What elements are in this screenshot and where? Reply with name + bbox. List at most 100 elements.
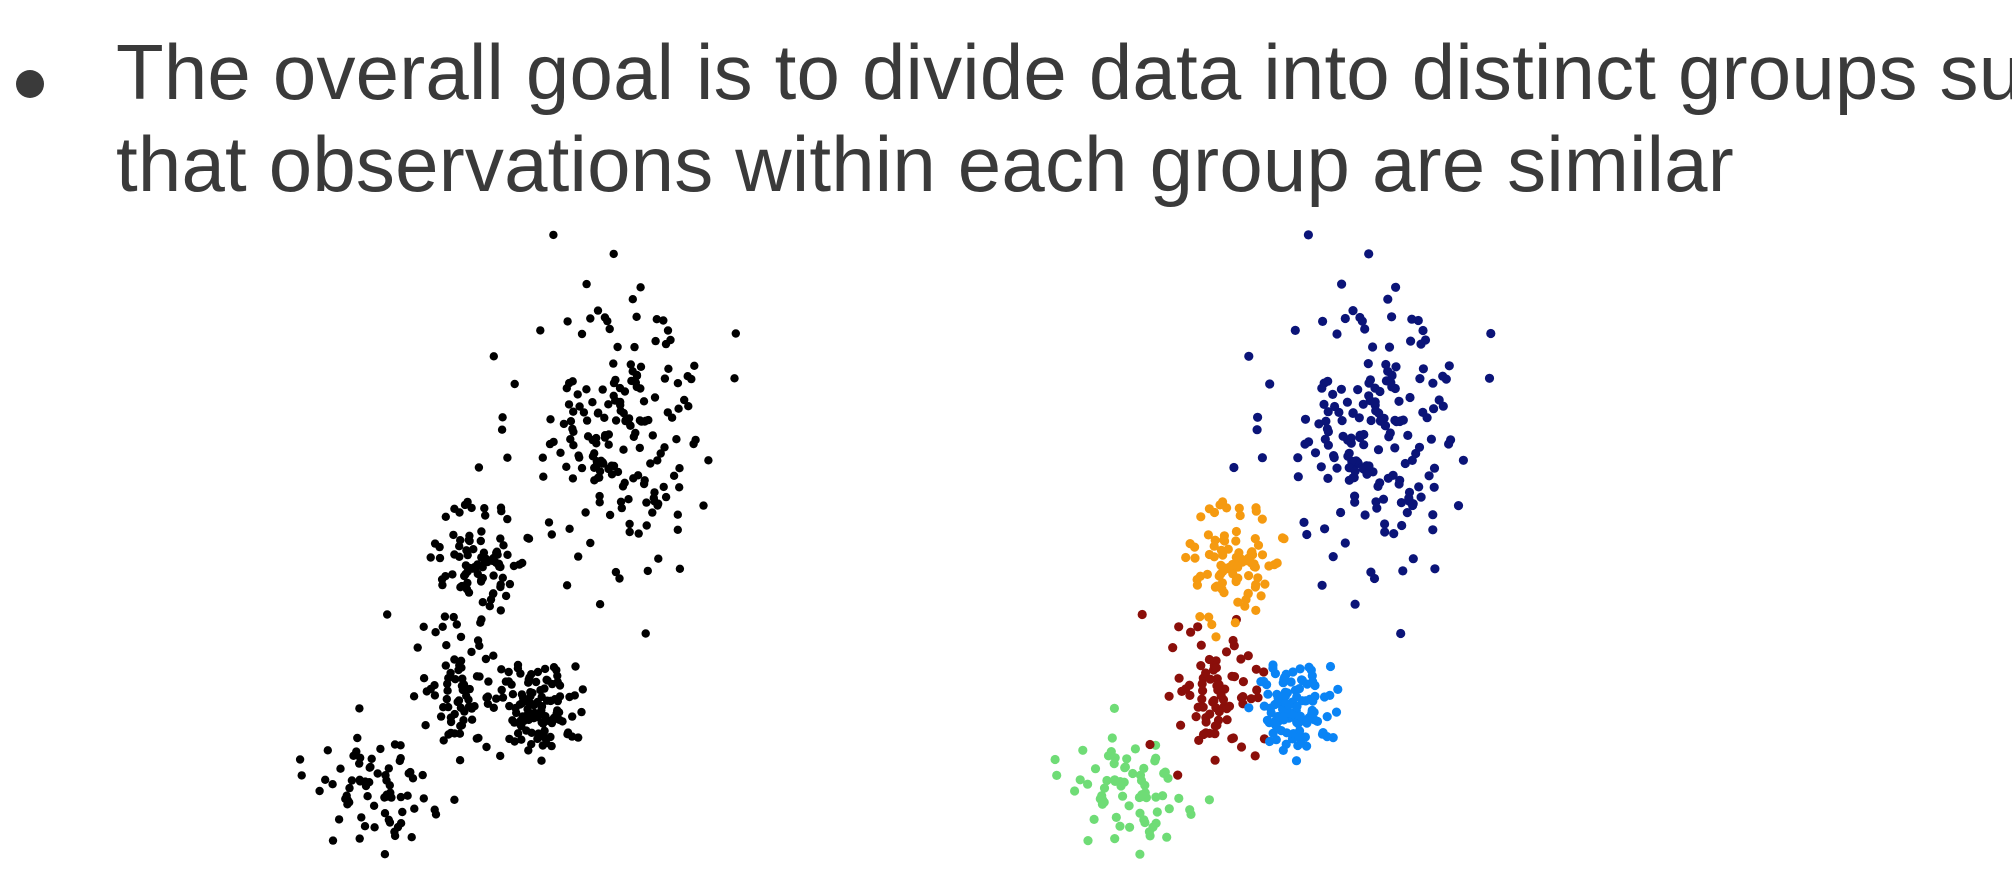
scatter-point: [1416, 492, 1426, 502]
scatter-point: [1251, 605, 1261, 616]
scatter-point: [461, 569, 470, 579]
scatter-point: [1350, 466, 1360, 476]
scatter-point: [1323, 407, 1333, 417]
scatter-point: [1097, 799, 1107, 809]
scatter-point: [1192, 580, 1202, 590]
scatter-point: [1387, 371, 1397, 381]
scatter-point: [456, 656, 466, 665]
scatter-point: [462, 691, 471, 700]
scatter-point: [1135, 849, 1145, 859]
scatter-point: [1286, 677, 1296, 687]
scatter-point: [699, 501, 708, 510]
scatter-point: [449, 612, 458, 622]
scatter-point: [1218, 550, 1228, 560]
scatter-point: [489, 651, 498, 660]
scatter-point: [1257, 453, 1267, 463]
scatter-point: [1228, 635, 1238, 646]
scatter-point: [489, 703, 498, 712]
scatter-point: [611, 567, 621, 577]
scatter-point: [624, 495, 633, 504]
scatter-point: [508, 716, 517, 725]
scatter-point: [556, 448, 565, 457]
scatter-point: [398, 807, 407, 817]
scatter-point: [1397, 520, 1407, 531]
scatter-point: [546, 732, 555, 742]
scatter-point: [1224, 701, 1235, 711]
scatter-point: [1213, 680, 1223, 690]
scatter-point: [508, 690, 518, 699]
scatter-point: [361, 781, 371, 791]
scatter-point: [1458, 455, 1468, 465]
scatter-point: [621, 416, 630, 425]
scatter-point: [635, 443, 644, 453]
scatter-point: [376, 744, 385, 754]
scatter-point: [1336, 384, 1346, 394]
scatter-point: [489, 571, 498, 580]
scatter-point: [1137, 790, 1147, 800]
scatter-point: [443, 686, 452, 695]
scatter-point: [1386, 378, 1396, 388]
scatter-point: [1365, 375, 1375, 385]
scatter-point: [441, 661, 450, 670]
scatter-point: [1177, 686, 1187, 697]
scatter-point: [1174, 673, 1184, 683]
scatter-point: [1300, 696, 1310, 706]
scatter-point: [1211, 632, 1221, 642]
scatter-point: [1363, 359, 1373, 369]
scatter-point: [636, 362, 646, 371]
scatter-point: [680, 395, 689, 405]
scatter-point: [444, 730, 453, 739]
scatter-point: [1297, 675, 1308, 686]
scatter-point: [477, 527, 486, 536]
scatter-point: [1224, 562, 1234, 572]
scatter-point: [1284, 700, 1294, 710]
scatter-point: [499, 541, 508, 550]
scatter-point: [555, 681, 565, 690]
scatter-point: [1303, 230, 1313, 240]
scatter-point: [1050, 754, 1060, 765]
scatter-point: [577, 463, 587, 473]
scatter-point: [1430, 564, 1440, 574]
scatter-point: [1083, 779, 1093, 789]
scatter-point: [1336, 507, 1346, 518]
scatter-point: [1250, 534, 1260, 544]
scatter-point: [1387, 312, 1397, 322]
scatter-point: [1097, 791, 1107, 801]
scatter-point: [369, 801, 379, 810]
scatter-point: [472, 734, 481, 743]
scatter-point: [588, 398, 597, 407]
scatter-point: [1408, 499, 1418, 509]
scatter-point: [477, 575, 486, 585]
scatter-point: [648, 508, 657, 517]
scatter-point: [1355, 433, 1365, 443]
scatter-point: [1370, 397, 1380, 407]
scatter-point: [555, 692, 565, 701]
scatter-point: [600, 433, 610, 442]
scatter-point: [455, 552, 464, 561]
scatter-point: [547, 741, 556, 751]
scatter-point: [467, 715, 477, 724]
scatter-point: [1368, 342, 1378, 352]
scatter-point: [629, 474, 638, 483]
scatter-point: [1376, 415, 1386, 425]
scatter-point: [1262, 715, 1272, 725]
scatter-point: [1176, 720, 1186, 730]
scatter-point: [1090, 764, 1101, 774]
scatter-point: [1292, 702, 1302, 712]
scatter-point: [1394, 396, 1404, 406]
scatter-point: [568, 474, 578, 483]
scatter-point: [355, 834, 364, 843]
scatter-point: [654, 499, 663, 508]
scatter-point: [1244, 351, 1254, 361]
scatter-point: [1307, 671, 1317, 681]
scatter-point: [1408, 554, 1418, 564]
scatter-point: [1453, 501, 1464, 511]
scatter-point: [569, 407, 578, 416]
scatter-point: [1110, 753, 1120, 763]
scatter-point: [631, 428, 640, 438]
scatter-point: [562, 581, 572, 590]
scatter-point: [1252, 685, 1262, 695]
scatter-point: [1325, 690, 1335, 701]
scatter-point: [455, 542, 464, 551]
scatter-point: [1320, 434, 1330, 444]
